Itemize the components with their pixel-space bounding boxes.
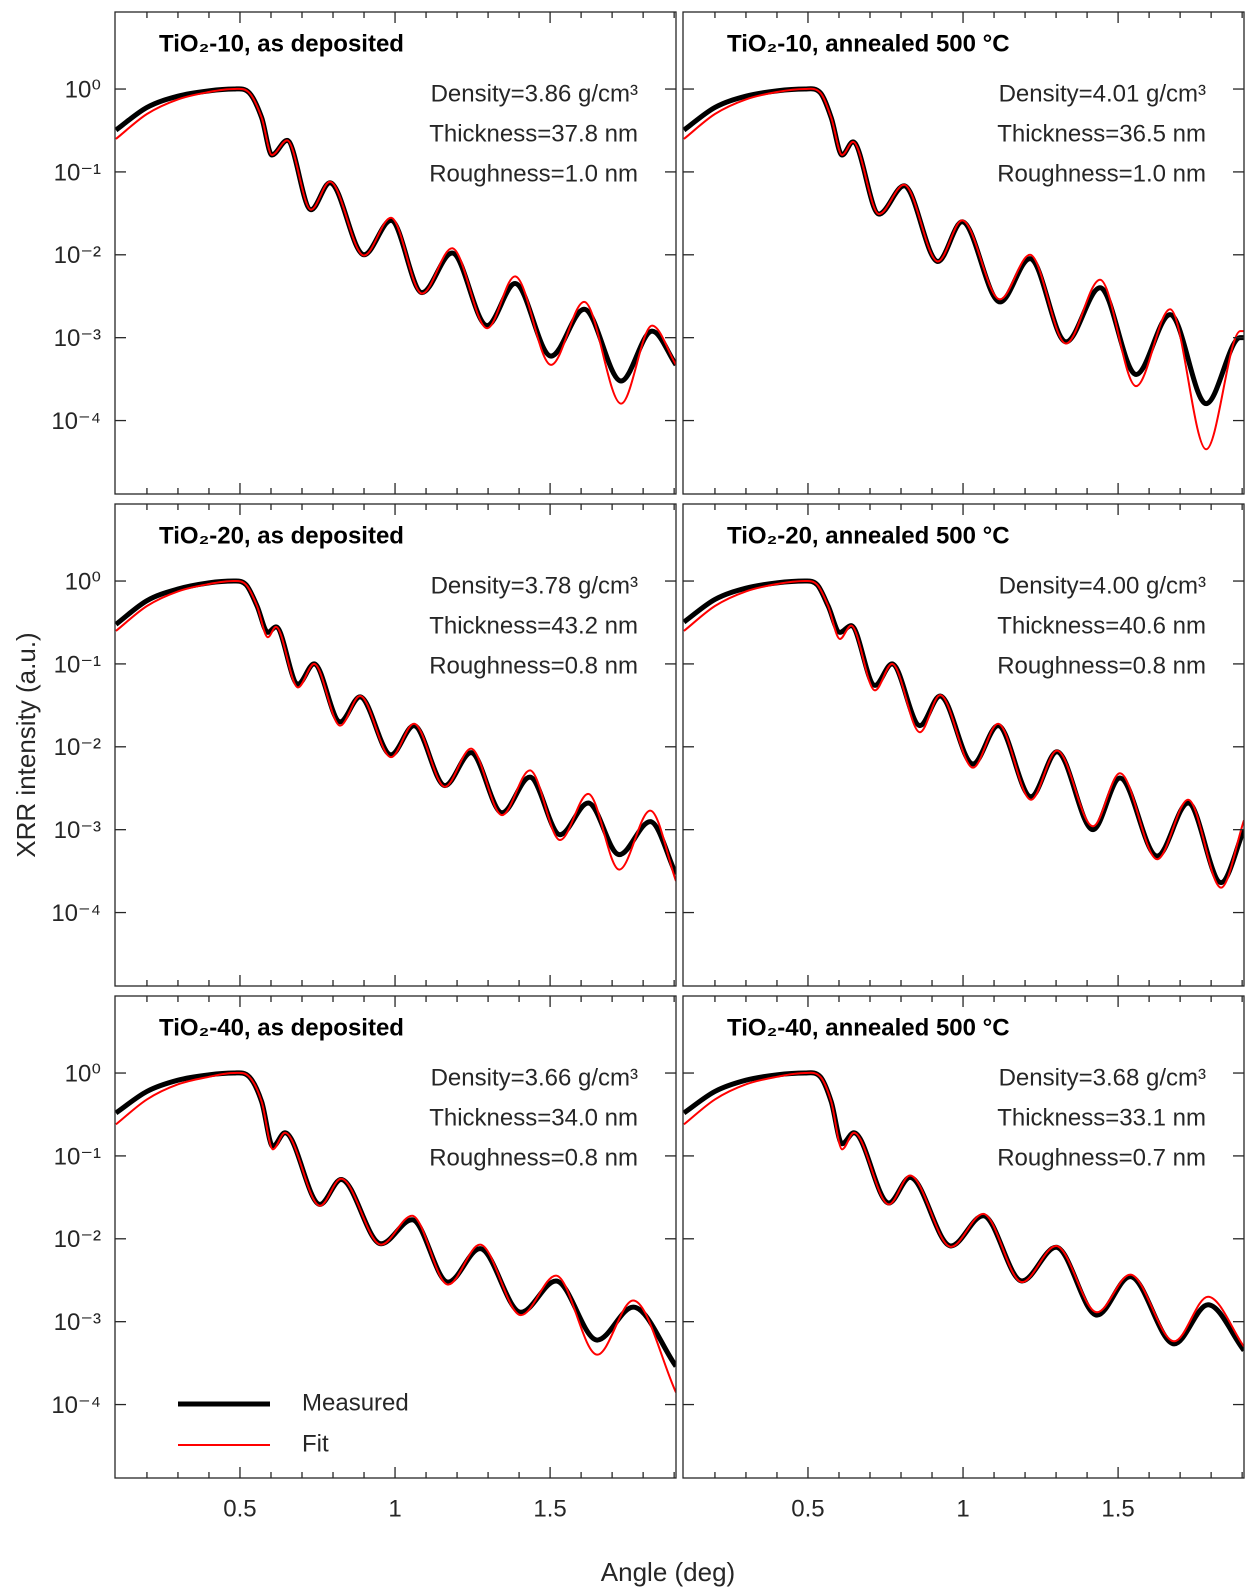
- fit-line: [115, 1071, 676, 1393]
- plot-frame: [114, 11, 677, 495]
- annotation: Thickness=43.2 nm: [429, 612, 638, 639]
- annotation: Density=3.78 g/cm³: [431, 572, 638, 599]
- plot-frame: [114, 995, 677, 1479]
- y-tick-label: 10⁰: [65, 568, 101, 595]
- annotation: Thickness=36.5 nm: [997, 120, 1206, 147]
- annotation: Roughness=1.0 nm: [429, 160, 638, 187]
- x-tick-label: 1.5: [1101, 1495, 1134, 1522]
- y-tick-label: 10⁻³: [54, 325, 101, 352]
- panel: 10⁰ 10⁻¹ 10⁻² 10⁻³ 10⁻⁴ TiO₂-20, as deposited…: [51, 503, 677, 987]
- plot-frame: [682, 11, 1245, 495]
- y-tick-label: 10⁻²: [54, 242, 101, 269]
- plot-frame: [682, 995, 1245, 1479]
- measured-line: [683, 1070, 1244, 1352]
- annotation: Roughness=0.8 nm: [997, 652, 1206, 679]
- legend-label: Measured: [302, 1389, 409, 1416]
- y-tick-label: 10⁻⁴: [51, 1392, 101, 1419]
- annotation: Thickness=34.0 nm: [429, 1104, 638, 1131]
- panel-title: TiO₂-20, annealed 500 °C: [727, 522, 1010, 549]
- x-tick-label: 0.5: [223, 1495, 256, 1522]
- panel: TiO₂-10, annealed 500 °C Density=4.01 g/c…: [682, 11, 1245, 495]
- fit-line: [683, 579, 1244, 889]
- y-axis-label: XRR intensity (a.u.): [11, 632, 41, 857]
- x-tick-label: 0.5: [791, 1495, 824, 1522]
- x-axis-label: Angle (deg): [601, 1557, 735, 1587]
- y-tick-label: 10⁰: [65, 76, 101, 103]
- panel-title: TiO₂-10, as deposited: [159, 30, 404, 57]
- fit-line: [115, 87, 676, 405]
- panel: 10⁰ 10⁻¹ 10⁻² 10⁻³ 10⁻⁴ TiO₂-10, as deposited…: [51, 11, 677, 495]
- annotation: Roughness=0.8 nm: [429, 1144, 638, 1171]
- y-tick-label: 10⁰: [65, 1060, 101, 1087]
- annotation: Density=3.86 g/cm³: [431, 80, 638, 107]
- panel-title: TiO₂-10, annealed 500 °C: [727, 30, 1010, 57]
- annotation: Roughness=0.7 nm: [997, 1144, 1206, 1171]
- plot-frame: [682, 503, 1245, 987]
- annotation: Density=3.66 g/cm³: [431, 1064, 638, 1091]
- legend-label: Fit: [302, 1430, 329, 1457]
- y-tick-label: 10⁻⁴: [51, 900, 101, 927]
- panel-title: TiO₂-40, annealed 500 °C: [727, 1014, 1010, 1041]
- annotation: Roughness=1.0 nm: [997, 160, 1206, 187]
- panel-title: TiO₂-40, as deposited: [159, 1014, 404, 1041]
- panel: 10⁰ 10⁻¹ 10⁻² 10⁻³ 10⁻⁴ 0.5 1 1.5 TiO₂-40, as de…: [51, 995, 677, 1522]
- x-tick-label: 1.5: [533, 1495, 566, 1522]
- y-tick-label: 10⁻³: [54, 1309, 101, 1336]
- fit-line: [115, 579, 676, 882]
- y-tick-label: 10⁻¹: [54, 651, 101, 678]
- annotation: Density=4.00 g/cm³: [999, 572, 1206, 599]
- panel-title: TiO₂-20, as deposited: [159, 522, 404, 549]
- y-tick-label: 10⁻¹: [54, 159, 101, 186]
- y-tick-label: 10⁻²: [54, 734, 101, 761]
- annotation: Thickness=33.1 nm: [997, 1104, 1206, 1131]
- plot-frame: [114, 503, 677, 987]
- annotation: Density=3.68 g/cm³: [999, 1064, 1206, 1091]
- panel: 0.5 1 1.5 TiO₂-40, annealed 500 °C Density=3…: [682, 995, 1245, 1522]
- panel: TiO₂-20, annealed 500 °C Density=4.00 g/c…: [682, 503, 1245, 987]
- annotation: Thickness=40.6 nm: [997, 612, 1206, 639]
- annotation: Roughness=0.8 nm: [429, 652, 638, 679]
- x-tick-label: 1: [956, 1495, 969, 1522]
- x-tick-label: 1: [388, 1495, 401, 1522]
- fit-line: [683, 87, 1244, 451]
- y-tick-label: 10⁻⁴: [51, 408, 101, 435]
- annotation: Density=4.01 g/cm³: [999, 80, 1206, 107]
- fit-line: [683, 1071, 1244, 1348]
- y-tick-label: 10⁻³: [54, 817, 101, 844]
- annotation: Thickness=37.8 nm: [429, 120, 638, 147]
- y-tick-label: 10⁻²: [54, 1226, 101, 1253]
- y-tick-label: 10⁻¹: [54, 1143, 101, 1170]
